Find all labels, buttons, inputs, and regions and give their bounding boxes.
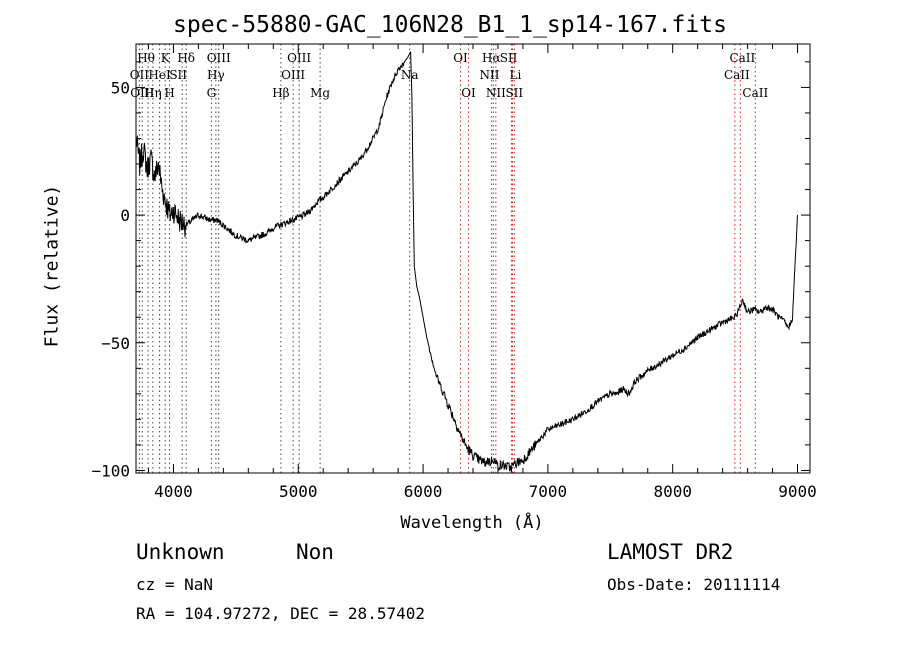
line-label-11: SII xyxy=(169,68,187,82)
line-label-10: HeI xyxy=(148,68,171,82)
y-axis-label: Flux (relative) xyxy=(41,184,63,348)
line-label-27: CaII xyxy=(742,86,768,100)
x-tick-label: 7000 xyxy=(529,482,568,501)
line-label-12: Hγ xyxy=(207,68,225,82)
axis-ticks xyxy=(136,44,810,473)
object-class: Unknown xyxy=(136,540,225,564)
line-label-7: SII xyxy=(500,51,518,65)
x-tick-label: 8000 xyxy=(653,482,692,501)
line-label-23: Mg xyxy=(310,86,330,100)
observation-date: Obs-Date: 20111114 xyxy=(607,575,781,594)
object-subclass: Non xyxy=(296,540,334,564)
x-tick-label: 6000 xyxy=(404,482,443,501)
chart-title: spec-55880-GAC_106N28_B1_1_sp14-167.fits xyxy=(173,12,727,38)
line-label-5: OI xyxy=(453,51,468,65)
line-label-9: OII xyxy=(130,68,150,82)
spectral-line-markers xyxy=(138,44,756,473)
line-label-13: OIII xyxy=(281,68,305,82)
line-label-19: Hη xyxy=(144,86,162,100)
x-tick-label: 9000 xyxy=(778,482,817,501)
line-label-16: Li xyxy=(510,68,522,82)
line-label-20: H xyxy=(164,86,174,100)
line-label-15: NII xyxy=(479,68,499,82)
plot-frame xyxy=(135,43,811,474)
line-label-21: G xyxy=(207,86,217,100)
line-label-14: Na xyxy=(401,68,419,82)
line-label-25: NII xyxy=(486,86,506,100)
line-label-1: K xyxy=(161,51,171,65)
survey-name: LAMOST DR2 xyxy=(607,540,734,564)
spectrum-line xyxy=(135,51,798,472)
line-label-26: SII xyxy=(505,86,523,100)
line-label-0: Hθ xyxy=(137,51,155,65)
y-tick-label: 0 xyxy=(120,206,130,225)
y-tick-label: −50 xyxy=(101,334,130,353)
line-label-4: OIII xyxy=(287,51,311,65)
x-tick-label: 5000 xyxy=(279,482,318,501)
line-label-17: CaII xyxy=(724,68,750,82)
line-label-3: OIII xyxy=(207,51,231,65)
line-label-6: Hα xyxy=(482,51,501,65)
coordinates: RA = 104.97272, DEC = 28.57402 xyxy=(136,604,425,623)
y-tick-label: 50 xyxy=(111,78,130,97)
y-tick-label: −100 xyxy=(91,461,130,480)
line-label-24: OI xyxy=(461,86,476,100)
x-tick-label: 4000 xyxy=(154,482,193,501)
x-axis-label: Wavelength (Å) xyxy=(400,513,544,533)
line-label-22: Hβ xyxy=(272,86,289,100)
axis-tick-labels: 4000 5000 6000 7000 8000 9000 −100 −50 0 50 xyxy=(91,78,816,501)
line-label-8: CaII xyxy=(729,51,755,65)
line-label-2: Hδ xyxy=(177,51,195,65)
redshift-value: cz = NaN xyxy=(136,575,214,594)
